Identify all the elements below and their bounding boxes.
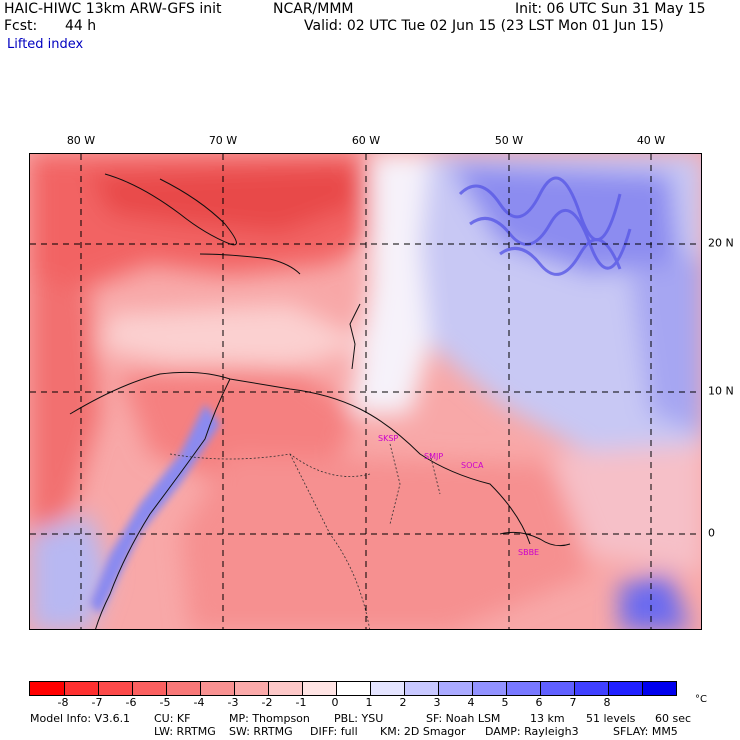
colorbar-tick-label: 3 (433, 696, 441, 709)
lon-label-70w: 70 W (208, 134, 238, 147)
valid-time-label: Valid: 02 UTC Tue 02 Jun 15 (23 LST Mon … (304, 18, 664, 34)
lon-label-50w: 50 W (494, 134, 524, 147)
lon-label-40w: 40 W (636, 134, 666, 147)
colorbar-cell (268, 682, 302, 695)
footer-cumulus: CU: KF (154, 712, 191, 725)
forecast-label: Fcst: (4, 18, 38, 34)
map-panel: SKSP SMJP SOCA SBBE (29, 153, 702, 630)
colorbar-tick-label: -3 (227, 696, 239, 709)
station-sbbe: SBBE (518, 548, 539, 557)
coastlines (69, 173, 571, 629)
colorbar (29, 681, 677, 696)
colorbar-tick-label: 6 (535, 696, 543, 709)
colorbar-cell (608, 682, 642, 695)
colorbar-tick-label: -1 (295, 696, 307, 709)
lon-label-60w: 60 W (351, 134, 381, 147)
colorbar-cell (64, 682, 98, 695)
colorbar-cell (98, 682, 132, 695)
lifted-index-map: SKSP SMJP SOCA SBBE (30, 154, 701, 629)
colorbar-tick-label: 1 (365, 696, 373, 709)
colorbar-tick-label: 4 (467, 696, 475, 709)
colorbar-cell (234, 682, 268, 695)
colorbar-cell (336, 682, 370, 695)
lon-label-80w: 80 W (66, 134, 96, 147)
footer-model-info: Model Info: V3.6.1 (30, 712, 131, 725)
colorbar-cell (472, 682, 506, 695)
colorbar-tick-label: 8 (603, 696, 611, 709)
colorbar-cell (30, 682, 64, 695)
footer-shortwave: SW: RRTMG (229, 725, 293, 738)
colorbar-cell (200, 682, 234, 695)
colorbar-cell (166, 682, 200, 695)
colorbar-tick-label: 0 (331, 696, 339, 709)
colorbar-cell (574, 682, 608, 695)
model-title: HAIC-HIWC 13km ARW-GFS init (4, 1, 222, 17)
init-time-label: Init: 06 UTC Sun 31 May 15 (515, 1, 706, 17)
lat-label-0: 0 (708, 526, 715, 540)
footer-timestep: 60 sec (655, 712, 692, 725)
colorbar-cell (540, 682, 574, 695)
colorbar-tick-label: -8 (57, 696, 69, 709)
footer-surface-layer: SFLAY: MM5 (613, 725, 678, 738)
colorbar-tick-label: -5 (159, 696, 171, 709)
colorbar-cell (642, 682, 676, 695)
footer-longwave: LW: RRTMG (154, 725, 216, 738)
colorbar-tick-label: 2 (399, 696, 407, 709)
lat-label-10n: 10 N (708, 384, 734, 398)
colorbar-cell (302, 682, 336, 695)
colorbar-tick-label: -4 (193, 696, 205, 709)
footer-pbl: PBL: YSU (334, 712, 384, 725)
colorbar-tick-label: 5 (501, 696, 509, 709)
colorbar-cell (370, 682, 404, 695)
colorbar-tick-label: -7 (91, 696, 103, 709)
station-soca: SOCA (461, 461, 484, 470)
lat-lon-grid (30, 154, 701, 629)
footer-surface: SF: Noah LSM (426, 712, 501, 725)
colorbar-tick-label: -2 (261, 696, 273, 709)
station-smjp: SMJP (424, 452, 443, 461)
colorbar-tick-label: -6 (125, 696, 137, 709)
footer-damping: DAMP: Rayleigh3 (485, 725, 579, 738)
footer-diffusion: DIFF: full (310, 725, 358, 738)
footer-km-opt: KM: 2D Smagor (380, 725, 466, 738)
colorbar-cell (132, 682, 166, 695)
station-sksp: SKSP (378, 434, 398, 443)
colorbar-cell (438, 682, 472, 695)
organization-label: NCAR/MMM (273, 1, 354, 17)
stable-air-streaks (458, 176, 632, 276)
lat-label-20n: 20 N (708, 236, 734, 250)
colorbar-cell (404, 682, 438, 695)
colorbar-cell (506, 682, 540, 695)
footer-microphysics: MP: Thompson (229, 712, 310, 725)
field-name-label: Lifted index (7, 37, 84, 52)
forecast-hour: 44 h (65, 18, 97, 34)
field-shading (30, 154, 701, 629)
colorbar-unit: °C (695, 694, 707, 705)
footer-levels: 51 levels (586, 712, 636, 725)
colorbar-tick-label: 7 (569, 696, 577, 709)
footer-resolution: 13 km (530, 712, 565, 725)
